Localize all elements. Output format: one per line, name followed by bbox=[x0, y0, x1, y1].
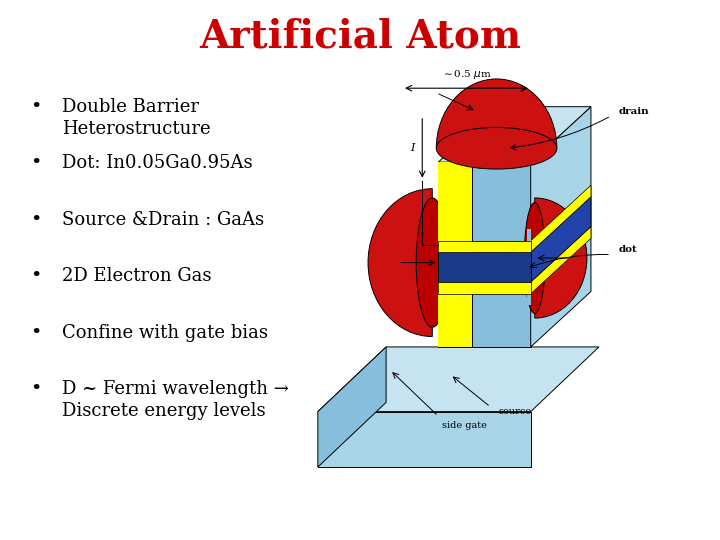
Text: Dot: In0.05Ga0.95As: Dot: In0.05Ga0.95As bbox=[63, 154, 253, 172]
Text: •: • bbox=[30, 380, 42, 398]
Text: •: • bbox=[30, 154, 42, 172]
Text: Source &Drain : GaAs: Source &Drain : GaAs bbox=[63, 211, 264, 229]
Text: Artificial Atom: Artificial Atom bbox=[199, 17, 521, 56]
Text: Confine with gate bias: Confine with gate bias bbox=[63, 323, 269, 342]
Text: •: • bbox=[30, 211, 42, 229]
Text: 2D Electron Gas: 2D Electron Gas bbox=[63, 267, 212, 285]
Text: D ~ Fermi wavelength →
Discrete energy levels: D ~ Fermi wavelength → Discrete energy l… bbox=[63, 380, 289, 420]
Text: •: • bbox=[30, 267, 42, 285]
Text: •: • bbox=[30, 98, 42, 116]
Text: Double Barrier
Heterostructure: Double Barrier Heterostructure bbox=[63, 98, 211, 138]
Text: •: • bbox=[30, 323, 42, 342]
